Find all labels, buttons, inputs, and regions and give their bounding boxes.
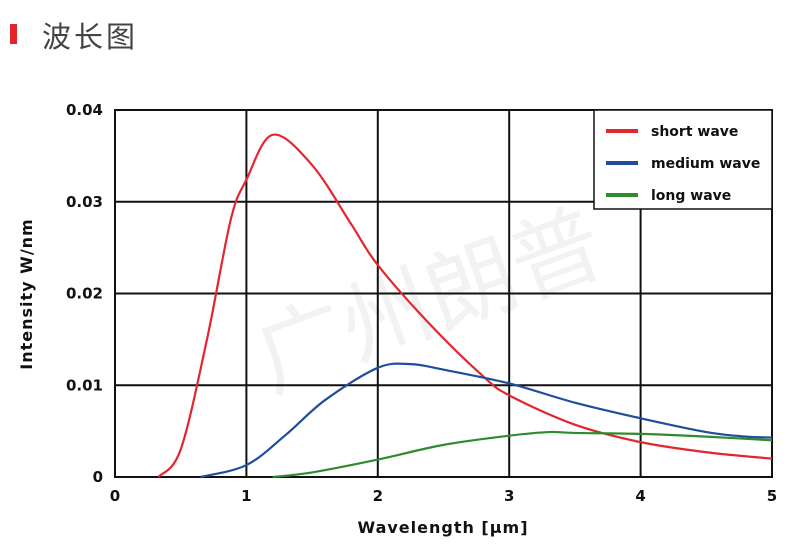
series-line-medium-wave: [200, 362, 773, 479]
title-accent-bar: [10, 24, 17, 44]
y-tick-label: 0.03: [66, 193, 103, 211]
legend-box: [593, 109, 773, 210]
y-tick-label: 0.04: [66, 101, 103, 119]
x-tick-label: 0: [110, 487, 120, 505]
legend-label: long wave: [651, 188, 731, 204]
plot-frame: [114, 109, 773, 478]
watermark: 广州朗普: [242, 190, 616, 412]
series-line-long-wave: [272, 430, 773, 479]
y-axis-label: Intensity W/nm: [17, 218, 36, 369]
x-tick-label: 3: [504, 487, 514, 505]
x-tick-label: 5: [767, 487, 777, 505]
x-tick-label: 4: [635, 487, 645, 505]
legend-label: medium wave: [651, 156, 760, 172]
legend: short wave medium wave long wave: [593, 109, 773, 210]
x-axis-label: Wavelength [μm]: [357, 518, 528, 537]
y-tick-label: 0.02: [66, 285, 103, 303]
x-tick-label: 1: [241, 487, 251, 505]
y-tick-label: 0: [93, 468, 103, 486]
legend-label: short wave: [651, 124, 738, 140]
page-title: 波长图: [42, 20, 139, 54]
x-tick-label: 2: [373, 487, 383, 505]
y-tick-label: 0.01: [66, 376, 103, 394]
series-line-short-wave: [157, 133, 773, 478]
